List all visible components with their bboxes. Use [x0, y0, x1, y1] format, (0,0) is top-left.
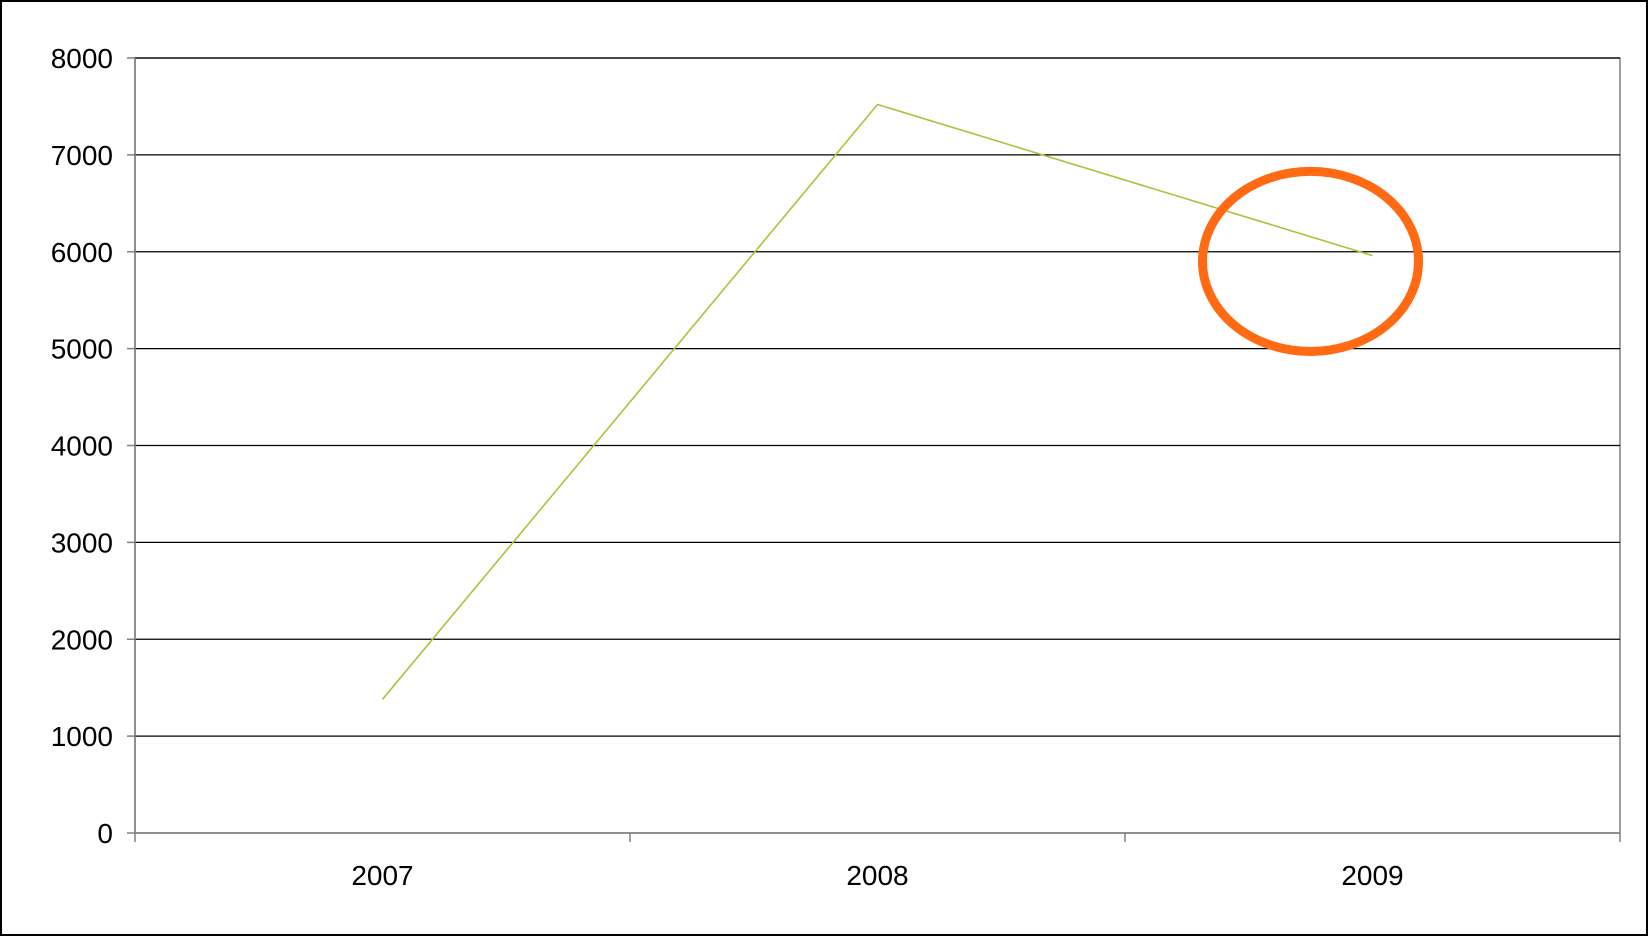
y-tick-label: 3000: [51, 527, 113, 558]
x-tick-label: 2007: [351, 860, 413, 891]
y-tick-label: 2000: [51, 624, 113, 655]
highlight-circle: [1198, 166, 1423, 356]
y-tick-label: 7000: [51, 140, 113, 171]
y-axis-tick-labels: 0 1000 2000 3000 4000 5000 6000 7000 8000: [51, 43, 113, 849]
y-tick-label: 1000: [51, 721, 113, 752]
annotation-layer: [1198, 166, 1423, 356]
axes: [127, 57, 1621, 842]
series-layer: [381, 103, 1373, 700]
y-tick-label: 6000: [51, 237, 113, 268]
y-tick-label: 4000: [51, 431, 113, 462]
x-tick-label: 2008: [846, 860, 908, 891]
x-axis-tick-labels: 2007 2008 2009: [351, 860, 1403, 891]
y-tick-label: 8000: [51, 43, 113, 74]
x-tick-label: 2009: [1341, 860, 1403, 891]
y-tick-label: 0: [97, 818, 113, 849]
y-tick-label: 5000: [51, 334, 113, 365]
